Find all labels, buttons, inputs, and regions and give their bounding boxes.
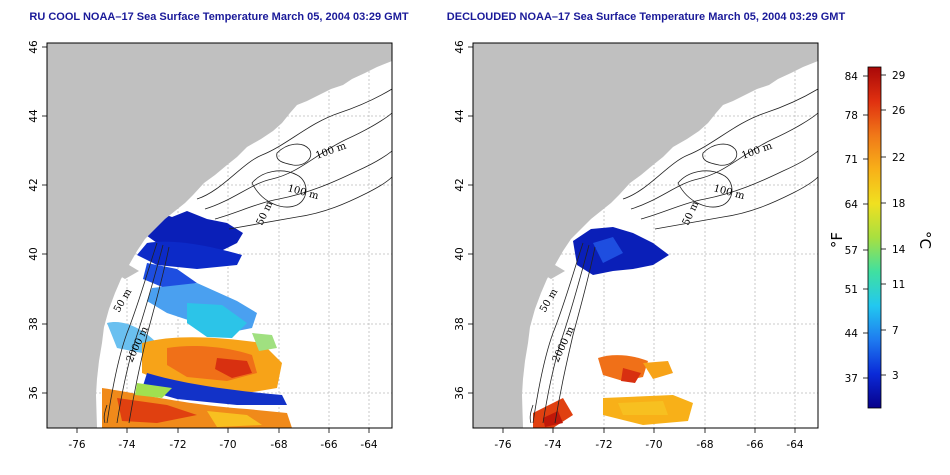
y-tick-label: 38	[28, 317, 40, 330]
x-tick-label: -68	[696, 439, 713, 451]
y-tick-label: 36	[454, 386, 466, 400]
left-map-frame	[46, 42, 393, 429]
right-axes: -76 -74 -72 -70 -68 -66 -64 36 38 40 42 44 46	[454, 40, 804, 451]
left-axes: -76 -74 -72 -70 -68 -66 -64 36 38 40 42 44 46	[28, 40, 378, 451]
x-tick-label: -72	[169, 439, 186, 451]
x-tick-label: -70	[645, 439, 662, 451]
left-sst-field	[57, 211, 292, 428]
colorbar-gradient	[867, 66, 882, 409]
y-tick-label: 46	[454, 40, 466, 54]
right-land	[473, 43, 818, 428]
x-tick-label: -72	[595, 439, 612, 451]
y-tick-label: 46	[28, 40, 40, 54]
colorbar-f-label: 44	[845, 328, 859, 340]
right-contour-label: 100 m	[740, 140, 774, 161]
colorbar-c-label: 3	[892, 370, 899, 382]
y-tick-label: 44	[454, 109, 466, 123]
y-tick-label: 42	[28, 178, 40, 191]
right-sst-field	[533, 227, 693, 428]
colorbar-c-label: 14	[892, 244, 906, 256]
x-tick-label: -66	[746, 439, 763, 451]
x-tick-label: -66	[320, 439, 337, 451]
y-tick-label: 44	[28, 109, 40, 123]
x-tick-label: -74	[544, 439, 561, 451]
right-map-frame	[472, 42, 819, 429]
x-tick-label: -64	[360, 439, 377, 451]
x-tick-label: -64	[786, 439, 803, 451]
colorbar-unit-celsius: °C	[916, 231, 934, 249]
left-contour-label: 100 m	[314, 140, 348, 161]
y-tick-label: 42	[454, 178, 466, 191]
colorbar-ticks: 84 78 71 64 57 51 44 37 29 26 22 18 14 11 7 3	[845, 70, 906, 385]
x-tick-label: -76	[68, 439, 85, 451]
colorbar-f-label: 78	[845, 110, 858, 122]
colorbar-c-label: 7	[892, 325, 899, 337]
colorbar-f-label: 84	[845, 71, 859, 83]
left-map-title: RU COOL NOAA–17 Sea Surface Temperature …	[29, 11, 409, 23]
right-map-title: DECLOUDED NOAA–17 Sea Surface Temperatur…	[447, 11, 846, 23]
colorbar-f-label: 64	[845, 199, 859, 211]
colorbar-unit-fahrenheit: °F	[828, 232, 846, 248]
left-map-panel: 100 m 100 m 50 m 50 m 2000 m -76 -74 -72 -7…	[28, 40, 393, 451]
y-tick-label: 36	[28, 386, 40, 400]
right-contour-label: 50 m	[681, 199, 702, 227]
y-tick-label: 38	[454, 317, 466, 330]
right-map-panel: 100 m 100 m 50 m 50 m 2000 m -76 -74 -72 -7…	[454, 40, 819, 451]
x-tick-label: -74	[118, 439, 135, 451]
colorbar: 84 78 71 64 57 51 44 37 29 26 22 18 14 11 7 3 °F °C	[828, 66, 934, 409]
colorbar-c-label: 22	[892, 152, 905, 164]
colorbar-f-label: 37	[845, 373, 858, 385]
colorbar-c-label: 29	[892, 70, 905, 82]
colorbar-f-label: 57	[845, 245, 858, 257]
colorbar-f-label: 71	[845, 154, 858, 166]
x-tick-label: -70	[219, 439, 236, 451]
x-tick-label: -76	[494, 439, 511, 451]
colorbar-c-label: 11	[892, 279, 905, 291]
colorbar-c-label: 18	[892, 198, 905, 210]
right-contour-label: 2000 m	[551, 325, 577, 365]
colorbar-c-label: 26	[892, 105, 906, 117]
left-contour-label: 50 m	[255, 199, 276, 227]
x-tick-label: -68	[270, 439, 287, 451]
y-tick-label: 40	[454, 247, 466, 260]
y-tick-label: 40	[28, 247, 40, 260]
colorbar-f-label: 51	[845, 284, 858, 296]
